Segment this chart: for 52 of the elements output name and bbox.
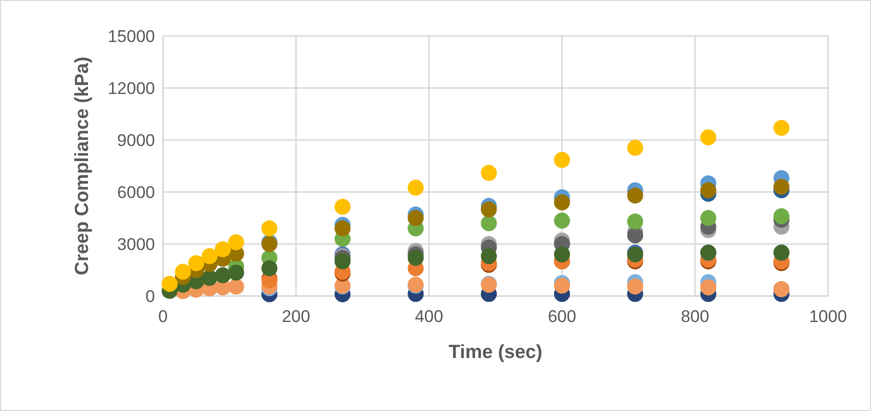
x-axis-title: Time (sec) <box>448 342 542 363</box>
point <box>700 129 716 146</box>
x-tick-label: 200 <box>282 307 310 326</box>
point <box>480 215 497 232</box>
point <box>773 178 790 195</box>
point <box>261 220 278 236</box>
x-tick-label: 800 <box>680 307 710 326</box>
point <box>162 276 178 292</box>
point <box>202 248 218 264</box>
point <box>408 180 424 196</box>
point <box>261 260 278 276</box>
point <box>627 187 644 204</box>
point <box>228 264 244 281</box>
point <box>700 182 716 198</box>
x-tick-label: 400 <box>414 307 444 326</box>
point <box>480 164 497 181</box>
point <box>480 248 497 264</box>
point <box>214 241 231 258</box>
point <box>627 278 644 294</box>
point <box>334 253 351 270</box>
point <box>554 246 570 262</box>
point <box>188 255 204 272</box>
point <box>554 212 570 229</box>
point <box>554 194 570 210</box>
point <box>700 210 716 226</box>
point <box>228 278 244 295</box>
point <box>700 279 716 296</box>
x-tick-label: 0 <box>158 307 168 326</box>
point <box>228 234 244 250</box>
point <box>214 267 231 284</box>
point <box>174 264 191 280</box>
y-tick-label: 12000 <box>108 78 155 98</box>
y-tick-label: 6000 <box>117 182 155 202</box>
point <box>334 220 351 236</box>
point <box>554 278 570 294</box>
point <box>554 152 570 168</box>
y-tick-label: 0 <box>146 286 155 306</box>
point <box>773 120 790 136</box>
x-tick-label: 600 <box>548 307 576 326</box>
y-tick-label: 3000 <box>117 234 155 254</box>
y-tick-label: 15000 <box>108 26 155 46</box>
point <box>627 227 644 244</box>
point <box>627 213 644 230</box>
y-axis-title: Creep Compliance (kPa) <box>72 56 93 276</box>
point <box>408 250 424 266</box>
point <box>773 208 790 224</box>
point <box>627 140 644 156</box>
y-tick-label: 9000 <box>117 130 155 150</box>
point <box>408 210 424 226</box>
x-tick-label: 1000 <box>809 307 847 326</box>
point <box>480 201 497 218</box>
point <box>334 198 351 215</box>
